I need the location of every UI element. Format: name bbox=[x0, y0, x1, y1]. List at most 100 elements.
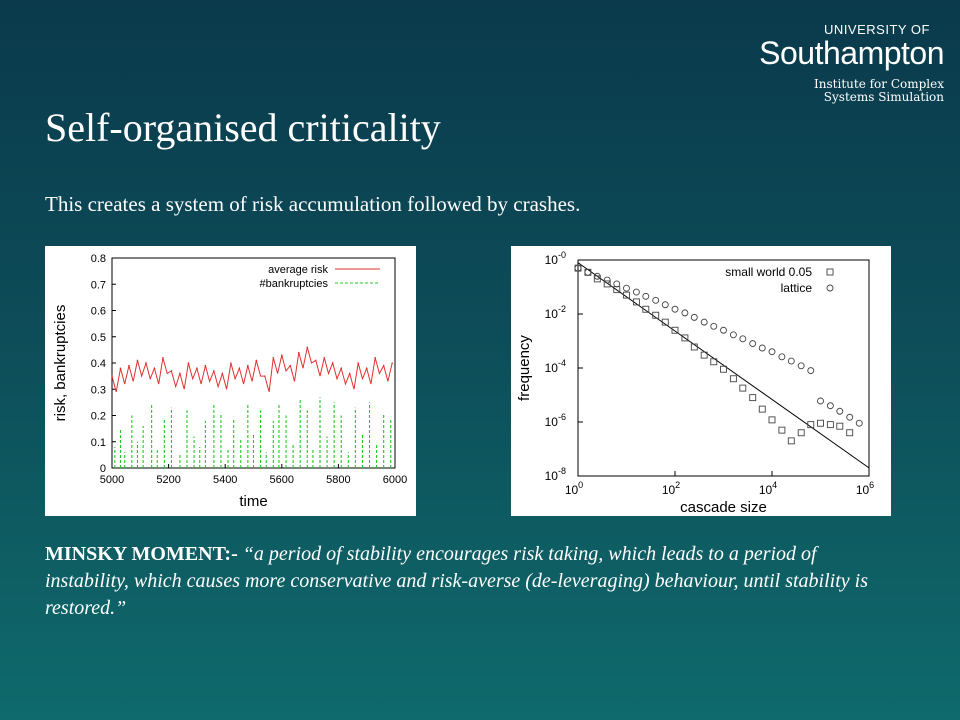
quote-lead: MINSKY MOMENT:- bbox=[45, 543, 238, 565]
data-point-small-world bbox=[739, 384, 747, 392]
data-point-lattice bbox=[661, 301, 669, 309]
data-point-small-world bbox=[787, 437, 795, 445]
data-point-small-world bbox=[632, 298, 640, 306]
series-line-average-risk bbox=[111, 347, 393, 393]
quote-body: “a period of stability encourages risk t… bbox=[45, 543, 868, 619]
data-point-lattice bbox=[613, 280, 621, 288]
x-tick-label: 5000 bbox=[100, 474, 124, 486]
data-point-small-world bbox=[817, 419, 824, 427]
data-point-small-world bbox=[836, 422, 844, 430]
x-tick-label: 5400 bbox=[213, 474, 237, 486]
data-point-lattice bbox=[671, 305, 679, 313]
y-tick-label: 10-4 bbox=[545, 358, 566, 375]
y-tick-label: 0.7 bbox=[91, 279, 106, 291]
data-point-lattice bbox=[778, 353, 786, 361]
data-point-lattice bbox=[749, 340, 757, 348]
data-point-lattice bbox=[758, 344, 766, 352]
x-tick-label: 104 bbox=[759, 480, 777, 497]
data-point-lattice bbox=[584, 268, 592, 276]
y-axis-label: frequency bbox=[516, 335, 533, 401]
risk-time-chart-panel: 0 0.1 0.2 0.3 0.4 0.5 0.6 0.7 0.8 5000 5200 5400 560… bbox=[45, 246, 416, 516]
data-point-small-world bbox=[797, 429, 805, 437]
data-point-small-world bbox=[729, 375, 737, 383]
legend-label-bankruptcies: #bankruptcies bbox=[260, 278, 329, 290]
data-point-lattice bbox=[787, 357, 795, 365]
data-point-average-risk bbox=[136, 359, 139, 362]
data-point-average-risk bbox=[162, 356, 164, 359]
data-point-lattice bbox=[729, 331, 737, 339]
data-point-average-risk bbox=[128, 364, 130, 367]
data-point-average-risk bbox=[314, 359, 317, 362]
y-tick-label: 10-0 bbox=[545, 250, 566, 267]
data-point-lattice bbox=[817, 397, 824, 405]
data-point-small-world bbox=[661, 318, 669, 326]
data-point-lattice bbox=[846, 413, 854, 421]
data-point-average-risk bbox=[204, 364, 207, 367]
data-point-average-risk bbox=[119, 367, 122, 370]
data-point-small-world bbox=[652, 311, 660, 319]
y-tick-label: 10-2 bbox=[545, 304, 566, 321]
y-tick-label: 0.5 bbox=[91, 332, 106, 344]
data-point-average-risk bbox=[238, 367, 241, 370]
power-law-fit-line bbox=[577, 262, 870, 469]
data-point-small-world bbox=[642, 305, 650, 313]
data-point-average-risk bbox=[264, 375, 266, 377]
data-point-average-risk bbox=[196, 367, 198, 370]
data-point-lattice bbox=[836, 407, 844, 415]
data-point-average-risk bbox=[213, 370, 215, 372]
x-tick-label: 102 bbox=[662, 480, 680, 497]
x-tick-label: 6000 bbox=[383, 474, 407, 486]
minsky-quote: MINSKY MOMENT:- “a period of stability e… bbox=[45, 541, 905, 622]
institute-line-1: Institute for Complex bbox=[814, 77, 944, 91]
data-point-average-risk bbox=[170, 370, 173, 372]
logo-top-text: UNIVERSITY OF bbox=[824, 22, 930, 37]
data-point-lattice bbox=[807, 367, 815, 375]
university-logo: UNIVERSITY OF Southampton Institute for … bbox=[759, 22, 944, 104]
data-point-small-world bbox=[690, 343, 698, 351]
x-axis-label: cascade size bbox=[680, 499, 767, 516]
data-point-average-risk bbox=[255, 359, 258, 362]
data-point-average-risk bbox=[187, 362, 190, 364]
data-point-average-risk bbox=[323, 356, 326, 359]
data-point-average-risk bbox=[340, 367, 343, 370]
data-point-small-world bbox=[758, 405, 766, 413]
plot-frame bbox=[577, 259, 870, 477]
data-point-average-risk bbox=[357, 362, 360, 364]
data-point-lattice bbox=[632, 288, 640, 296]
data-point-lattice bbox=[652, 296, 660, 304]
data-point-average-risk bbox=[179, 372, 181, 375]
y-tick-label: 0.4 bbox=[91, 358, 106, 370]
data-point-small-world bbox=[778, 426, 786, 434]
legend-label-small-world: small world 0.05 bbox=[725, 265, 812, 279]
data-point-lattice bbox=[768, 348, 776, 356]
y-tick-label: 0.8 bbox=[91, 253, 106, 265]
data-point-lattice bbox=[593, 272, 601, 280]
data-point-small-world bbox=[593, 275, 601, 283]
data-point-small-world bbox=[749, 394, 757, 402]
data-point-small-world bbox=[846, 429, 854, 437]
data-point-average-risk bbox=[365, 367, 368, 370]
y-tick-label: 0 bbox=[100, 463, 106, 475]
data-point-average-risk bbox=[306, 346, 309, 349]
data-point-average-risk bbox=[145, 362, 147, 364]
x-tick-label: 5600 bbox=[270, 474, 294, 486]
data-point-lattice bbox=[642, 292, 650, 300]
data-point-small-world bbox=[826, 421, 834, 429]
slide-subtitle: This creates a system of risk accumulati… bbox=[45, 192, 581, 216]
x-axis-label: time bbox=[239, 493, 267, 510]
data-point-lattice bbox=[603, 276, 611, 284]
x-tick-label: 106 bbox=[856, 480, 874, 497]
logo-wordmark: Southampton bbox=[759, 35, 944, 71]
data-point-average-risk bbox=[391, 362, 393, 364]
data-point-average-risk bbox=[348, 372, 351, 375]
data-point-small-world bbox=[720, 365, 727, 373]
data-point-lattice bbox=[700, 318, 708, 326]
data-point-small-world bbox=[710, 358, 718, 366]
data-point-lattice bbox=[574, 264, 582, 272]
legend-label-average-risk: average risk bbox=[268, 264, 328, 276]
data-point-lattice bbox=[739, 335, 747, 343]
data-point-lattice bbox=[826, 402, 834, 410]
data-point-small-world bbox=[807, 421, 815, 429]
data-point-average-risk bbox=[374, 356, 376, 359]
